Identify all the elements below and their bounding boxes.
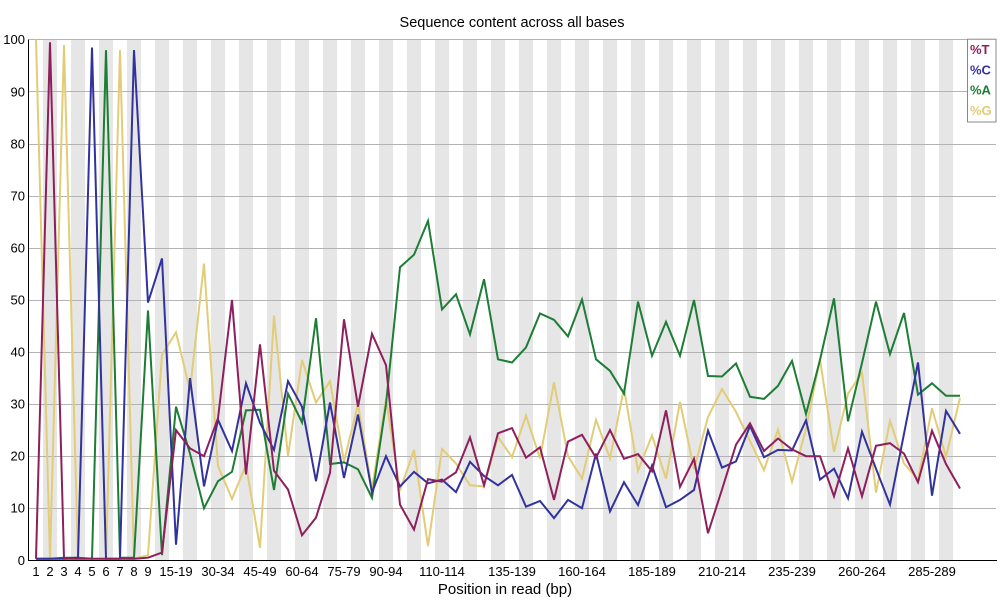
svg-text:9: 9 xyxy=(144,564,151,579)
svg-text:60: 60 xyxy=(11,240,25,255)
svg-text:%C: %C xyxy=(970,62,992,77)
svg-text:90-94: 90-94 xyxy=(369,564,402,579)
svg-text:Sequence content across all ba: Sequence content across all bases xyxy=(400,15,625,31)
svg-text:50: 50 xyxy=(11,293,25,308)
svg-text:6: 6 xyxy=(102,564,109,579)
svg-text:20: 20 xyxy=(11,449,25,464)
svg-text:%G: %G xyxy=(970,103,992,118)
svg-text:%T: %T xyxy=(970,42,990,57)
svg-text:0: 0 xyxy=(18,553,25,568)
svg-text:90: 90 xyxy=(11,84,25,99)
svg-text:30: 30 xyxy=(11,397,25,412)
svg-text:2: 2 xyxy=(46,564,53,579)
svg-text:3: 3 xyxy=(60,564,67,579)
svg-text:160-164: 160-164 xyxy=(558,564,606,579)
svg-text:60-64: 60-64 xyxy=(285,564,318,579)
svg-text:260-264: 260-264 xyxy=(838,564,886,579)
svg-text:80: 80 xyxy=(11,136,25,151)
svg-text:%A: %A xyxy=(970,83,992,98)
svg-text:75-79: 75-79 xyxy=(327,564,360,579)
svg-text:285-289: 285-289 xyxy=(908,564,956,579)
svg-text:70: 70 xyxy=(11,188,25,203)
svg-text:210-214: 210-214 xyxy=(698,564,746,579)
svg-text:235-239: 235-239 xyxy=(768,564,816,579)
svg-text:10: 10 xyxy=(11,501,25,516)
svg-text:40: 40 xyxy=(11,345,25,360)
svg-text:1: 1 xyxy=(32,564,39,579)
svg-text:100: 100 xyxy=(3,32,25,47)
svg-text:5: 5 xyxy=(88,564,95,579)
svg-text:8: 8 xyxy=(130,564,137,579)
svg-text:45-49: 45-49 xyxy=(243,564,276,579)
svg-text:4: 4 xyxy=(74,564,81,579)
svg-text:7: 7 xyxy=(116,564,123,579)
svg-text:30-34: 30-34 xyxy=(201,564,234,579)
svg-text:Position in read (bp): Position in read (bp) xyxy=(438,581,572,598)
svg-text:185-189: 185-189 xyxy=(628,564,676,579)
svg-text:135-139: 135-139 xyxy=(488,564,536,579)
svg-text:110-114: 110-114 xyxy=(419,564,465,579)
svg-text:15-19: 15-19 xyxy=(159,564,192,579)
